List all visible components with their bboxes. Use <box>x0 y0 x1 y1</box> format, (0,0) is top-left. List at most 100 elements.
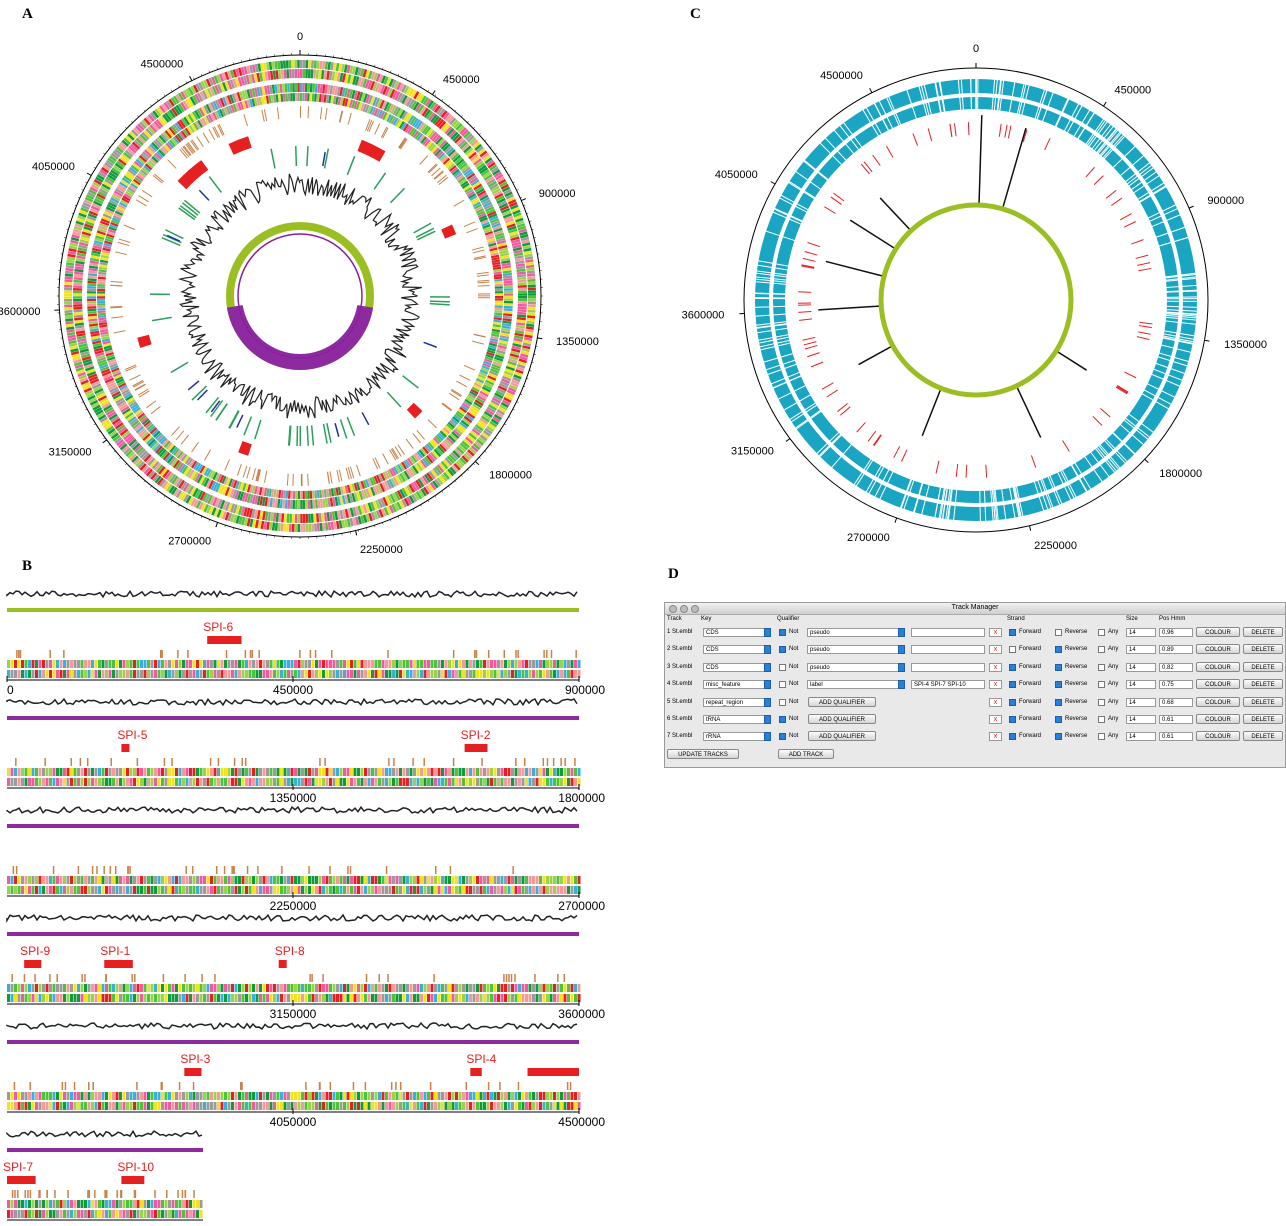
remove-qualifier-button[interactable]: x <box>989 732 1002 742</box>
add-qualifier-button[interactable]: ADD QUALIFIER <box>808 713 876 724</box>
add-qualifier-button[interactable]: ADD QUALIFIER <box>808 696 876 707</box>
not-checkbox[interactable] <box>779 733 786 741</box>
position-input[interactable]: 0.68 <box>1159 697 1193 707</box>
qualifier-value-input[interactable] <box>911 628 985 637</box>
add-track-button[interactable]: ADD TRACK <box>778 748 834 759</box>
update-tracks-button[interactable]: UPDATE TRACKS <box>667 748 739 759</box>
not-checkbox[interactable] <box>779 663 786 671</box>
qualifier-value-input[interactable]: SPI-4 SPI-7 SPI-10 <box>911 680 985 690</box>
any-checkbox[interactable] <box>1098 733 1105 741</box>
delete-track-button[interactable]: DELETE <box>1243 627 1283 637</box>
any-checkbox[interactable] <box>1098 681 1105 689</box>
qualifier-select[interactable]: pseudo <box>807 628 899 637</box>
colour-button[interactable]: COLOUR <box>1196 661 1240 672</box>
size-input[interactable]: 14 <box>1126 645 1156 655</box>
not-checkbox[interactable] <box>779 681 786 689</box>
key-dropdown-arrow[interactable] <box>764 732 771 742</box>
close-window-button[interactable] <box>669 605 677 613</box>
key-dropdown-arrow[interactable] <box>764 680 771 690</box>
remove-qualifier-button[interactable]: x <box>989 714 1002 724</box>
remove-qualifier-button[interactable]: x <box>989 645 1002 655</box>
any-checkbox[interactable] <box>1098 646 1105 654</box>
key-dropdown-arrow[interactable] <box>764 645 771 655</box>
qualifier-dropdown-arrow[interactable] <box>898 645 905 655</box>
reverse-checkbox[interactable] <box>1055 646 1062 654</box>
delete-track-button[interactable]: DELETE <box>1243 644 1283 655</box>
qualifier-dropdown-arrow[interactable] <box>898 662 905 672</box>
reverse-checkbox[interactable] <box>1055 663 1062 671</box>
key-select[interactable]: CDS <box>703 662 765 672</box>
any-checkbox[interactable] <box>1098 663 1105 671</box>
key-select[interactable]: rRNA <box>703 732 765 742</box>
size-input[interactable]: 14 <box>1126 628 1156 637</box>
key-select[interactable]: misc_feature <box>703 680 765 690</box>
position-input[interactable]: 0.75 <box>1159 680 1193 690</box>
colour-button[interactable]: COLOUR <box>1196 644 1240 655</box>
any-checkbox[interactable] <box>1098 698 1105 706</box>
remove-qualifier-button[interactable]: x <box>989 680 1002 690</box>
minor-tick <box>68 220 71 222</box>
reverse-checkbox[interactable] <box>1055 698 1062 706</box>
key-dropdown-arrow[interactable] <box>764 697 771 707</box>
forward-checkbox[interactable] <box>1009 715 1016 723</box>
delete-track-button[interactable]: DELETE <box>1243 731 1283 742</box>
qualifier-dropdown-arrow[interactable] <box>898 628 905 637</box>
key-dropdown-arrow[interactable] <box>764 662 771 672</box>
qualifier-dropdown-arrow[interactable] <box>898 680 905 690</box>
forward-checkbox[interactable] <box>1009 646 1016 654</box>
cds-feature <box>145 147 154 156</box>
qualifier-select[interactable]: pseudo <box>807 662 899 672</box>
position-input[interactable]: 0.61 <box>1159 732 1193 742</box>
reverse-checkbox[interactable] <box>1055 733 1062 741</box>
colour-button[interactable]: COLOUR <box>1196 713 1240 724</box>
forward-checkbox[interactable] <box>1009 663 1016 671</box>
any-checkbox[interactable] <box>1098 629 1105 636</box>
delete-track-button[interactable]: DELETE <box>1243 713 1283 724</box>
forward-checkbox[interactable] <box>1009 733 1016 741</box>
reverse-checkbox[interactable] <box>1055 681 1062 689</box>
key-select[interactable]: repeat_region <box>703 697 765 707</box>
colour-button[interactable]: COLOUR <box>1196 679 1240 690</box>
key-select[interactable]: tRNA <box>703 714 765 724</box>
colour-button[interactable]: COLOUR <box>1196 627 1240 637</box>
size-input[interactable]: 14 <box>1126 662 1156 672</box>
forward-checkbox[interactable] <box>1009 698 1016 706</box>
size-input[interactable]: 14 <box>1126 697 1156 707</box>
not-checkbox[interactable] <box>779 646 786 654</box>
reverse-checkbox[interactable] <box>1055 629 1062 636</box>
position-input[interactable]: 0.82 <box>1159 662 1193 672</box>
delete-track-button[interactable]: DELETE <box>1243 696 1283 707</box>
not-checkbox[interactable] <box>779 629 786 636</box>
qualifier-value-input[interactable] <box>911 662 985 672</box>
size-input[interactable]: 14 <box>1126 732 1156 742</box>
reverse-checkbox[interactable] <box>1055 715 1062 723</box>
remove-qualifier-button[interactable]: x <box>989 662 1002 672</box>
forward-checkbox[interactable] <box>1009 681 1016 689</box>
cds-feature <box>407 115 415 124</box>
colour-button[interactable]: COLOUR <box>1196 731 1240 742</box>
position-input[interactable]: 0.61 <box>1159 714 1193 724</box>
size-input[interactable]: 14 <box>1126 680 1156 690</box>
delete-track-button[interactable]: DELETE <box>1243 661 1283 672</box>
remove-qualifier-button[interactable]: x <box>989 697 1002 707</box>
colour-button[interactable]: COLOUR <box>1196 696 1240 707</box>
position-input[interactable]: 0.89 <box>1159 645 1193 655</box>
forward-checkbox[interactable] <box>1009 629 1016 636</box>
zoom-window-button[interactable] <box>691 605 699 613</box>
not-checkbox[interactable] <box>779 715 786 723</box>
size-input[interactable]: 14 <box>1126 714 1156 724</box>
key-select[interactable]: CDS <box>703 628 765 637</box>
minimize-window-button[interactable] <box>680 605 688 613</box>
any-checkbox[interactable] <box>1098 715 1105 723</box>
key-select[interactable]: CDS <box>703 645 765 655</box>
qualifier-value-input[interactable] <box>911 645 985 655</box>
remove-qualifier-button[interactable]: x <box>989 628 1002 637</box>
add-qualifier-button[interactable]: ADD QUALIFIER <box>808 731 876 742</box>
delete-track-button[interactable]: DELETE <box>1243 679 1283 690</box>
position-input[interactable]: 0.96 <box>1159 628 1193 637</box>
key-dropdown-arrow[interactable] <box>764 628 771 637</box>
key-dropdown-arrow[interactable] <box>764 714 771 724</box>
qualifier-select[interactable]: pseudo <box>807 645 899 655</box>
qualifier-select[interactable]: label <box>807 680 899 690</box>
not-checkbox[interactable] <box>779 698 786 706</box>
